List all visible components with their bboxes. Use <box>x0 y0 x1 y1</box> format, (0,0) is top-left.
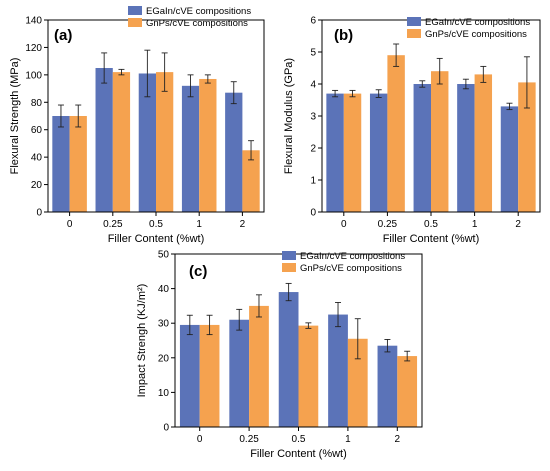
bar-gnps-0 <box>69 116 87 212</box>
x-axis-title: Filler Content (%wt) <box>250 448 347 460</box>
y-tick-label: 20 <box>158 353 170 364</box>
legend-label: GnPs/cVE compositions <box>425 29 527 40</box>
x-tick-label: 1 <box>472 219 478 230</box>
x-tick-label: 0 <box>67 219 73 230</box>
y-axis-title: Flexural Modulus (GPa) <box>283 58 295 174</box>
y-tick-label: 40 <box>31 153 43 164</box>
bar-gnps-3 <box>347 338 368 427</box>
bar-egain-0 <box>326 93 344 212</box>
y-tick-label: 2 <box>310 144 316 155</box>
bar-gnps-1 <box>387 55 405 213</box>
x-tick-label: 2 <box>515 219 521 230</box>
legend-swatch <box>407 29 421 38</box>
bar-gnps-1 <box>249 305 269 427</box>
y-tick-label: 40 <box>158 284 170 295</box>
bar-egain-0 <box>179 324 200 427</box>
bar-gnps-3 <box>199 78 217 212</box>
bar-gnps-2 <box>431 71 449 212</box>
x-tick-label: 0.25 <box>378 219 398 230</box>
bar-egain-2 <box>278 292 299 427</box>
y-tick-label: 10 <box>158 388 170 399</box>
panel-label: (a) <box>54 27 72 44</box>
panel-label: (b) <box>334 27 353 44</box>
bar-gnps-4 <box>518 82 536 213</box>
legend-label: GnPs/cVE compositions <box>146 18 248 29</box>
bar-gnps-4 <box>242 150 260 212</box>
y-tick-label: 1 <box>310 176 316 187</box>
x-tick-label: 0 <box>341 219 347 230</box>
y-tick-label: 60 <box>31 125 43 136</box>
x-axis-title: Filler Content (%wt) <box>108 233 205 245</box>
x-tick-label: 2 <box>395 434 401 445</box>
bar-egain-1 <box>229 319 250 427</box>
bar-gnps-1 <box>112 72 131 212</box>
y-tick-label: 50 <box>158 250 170 261</box>
legend-swatch <box>128 6 142 15</box>
bar-gnps-2 <box>298 325 319 427</box>
bar-egain-1 <box>369 93 388 212</box>
bar-egain-3 <box>457 84 475 212</box>
y-tick-label: 5 <box>310 48 316 59</box>
x-axis-title: Filler Content (%wt) <box>383 233 480 245</box>
chart-panel-1: 0 20 40 60 80 100 120 140 0 0.25 0.5 1 2 Filler Conte… <box>9 6 265 245</box>
x-tick-label: 1 <box>345 434 351 445</box>
bar-egain-0 <box>52 116 70 212</box>
y-axis-title: Impact Strengh (KJ/m²) <box>136 284 148 398</box>
y-tick-label: 100 <box>25 70 42 81</box>
bar-egain-4 <box>225 92 243 212</box>
x-tick-label: 0.5 <box>292 434 306 445</box>
x-tick-label: 0.25 <box>239 434 259 445</box>
x-tick-label: 0.5 <box>424 219 438 230</box>
bar-gnps-0 <box>199 324 220 427</box>
y-tick-label: 30 <box>158 319 170 330</box>
y-tick-label: 0 <box>36 208 42 219</box>
legend-label: EGaIn/cVE compositions <box>425 17 530 28</box>
chart-panel-2: 0 1 2 3 4 5 6 0 0.25 0.5 1 2 Filler Content (%wt) Fle… <box>283 16 541 245</box>
y-tick-label: 6 <box>310 16 316 27</box>
x-tick-label: 0.5 <box>149 219 163 230</box>
y-tick-label: 4 <box>310 80 316 91</box>
bar-egain-4 <box>377 345 398 427</box>
bar-egain-2 <box>138 73 156 212</box>
bar-egain-3 <box>328 314 348 427</box>
bar-gnps-3 <box>474 74 493 213</box>
x-tick-label: 0 <box>197 434 203 445</box>
legend-label: EGaIn/cVE compositions <box>146 6 251 17</box>
legend-swatch <box>128 18 142 27</box>
legend-swatch <box>407 17 421 26</box>
x-tick-label: 0.25 <box>103 219 123 230</box>
panel-label: (c) <box>189 263 207 280</box>
legend-label: EGaIn/cVE compositions <box>300 251 405 262</box>
bar-egain-1 <box>95 68 113 212</box>
bar-egain-3 <box>181 85 200 212</box>
chart-panel-3: 0 10 20 30 40 50 0 0.25 0.5 1 2 Filler Content (%wt… <box>136 250 423 460</box>
y-tick-label: 120 <box>25 43 42 54</box>
y-tick-label: 0 <box>163 423 169 434</box>
x-tick-label: 2 <box>240 219 246 230</box>
y-axis-title: Flexural Strength (MPa) <box>9 58 21 175</box>
bar-egain-2 <box>413 84 431 212</box>
bar-gnps-0 <box>343 93 362 212</box>
legend-swatch <box>282 251 296 260</box>
bar-gnps-2 <box>156 72 174 212</box>
y-tick-label: 80 <box>31 98 43 109</box>
x-tick-label: 1 <box>196 219 202 230</box>
legend-swatch <box>282 263 296 272</box>
bar-egain-4 <box>500 106 519 212</box>
y-tick-label: 3 <box>310 112 316 123</box>
y-tick-label: 0 <box>310 208 316 219</box>
legend-label: GnPs/cVE compositions <box>300 263 402 274</box>
bar-gnps-4 <box>397 356 418 427</box>
y-tick-label: 20 <box>31 180 43 191</box>
y-tick-label: 140 <box>25 16 42 27</box>
